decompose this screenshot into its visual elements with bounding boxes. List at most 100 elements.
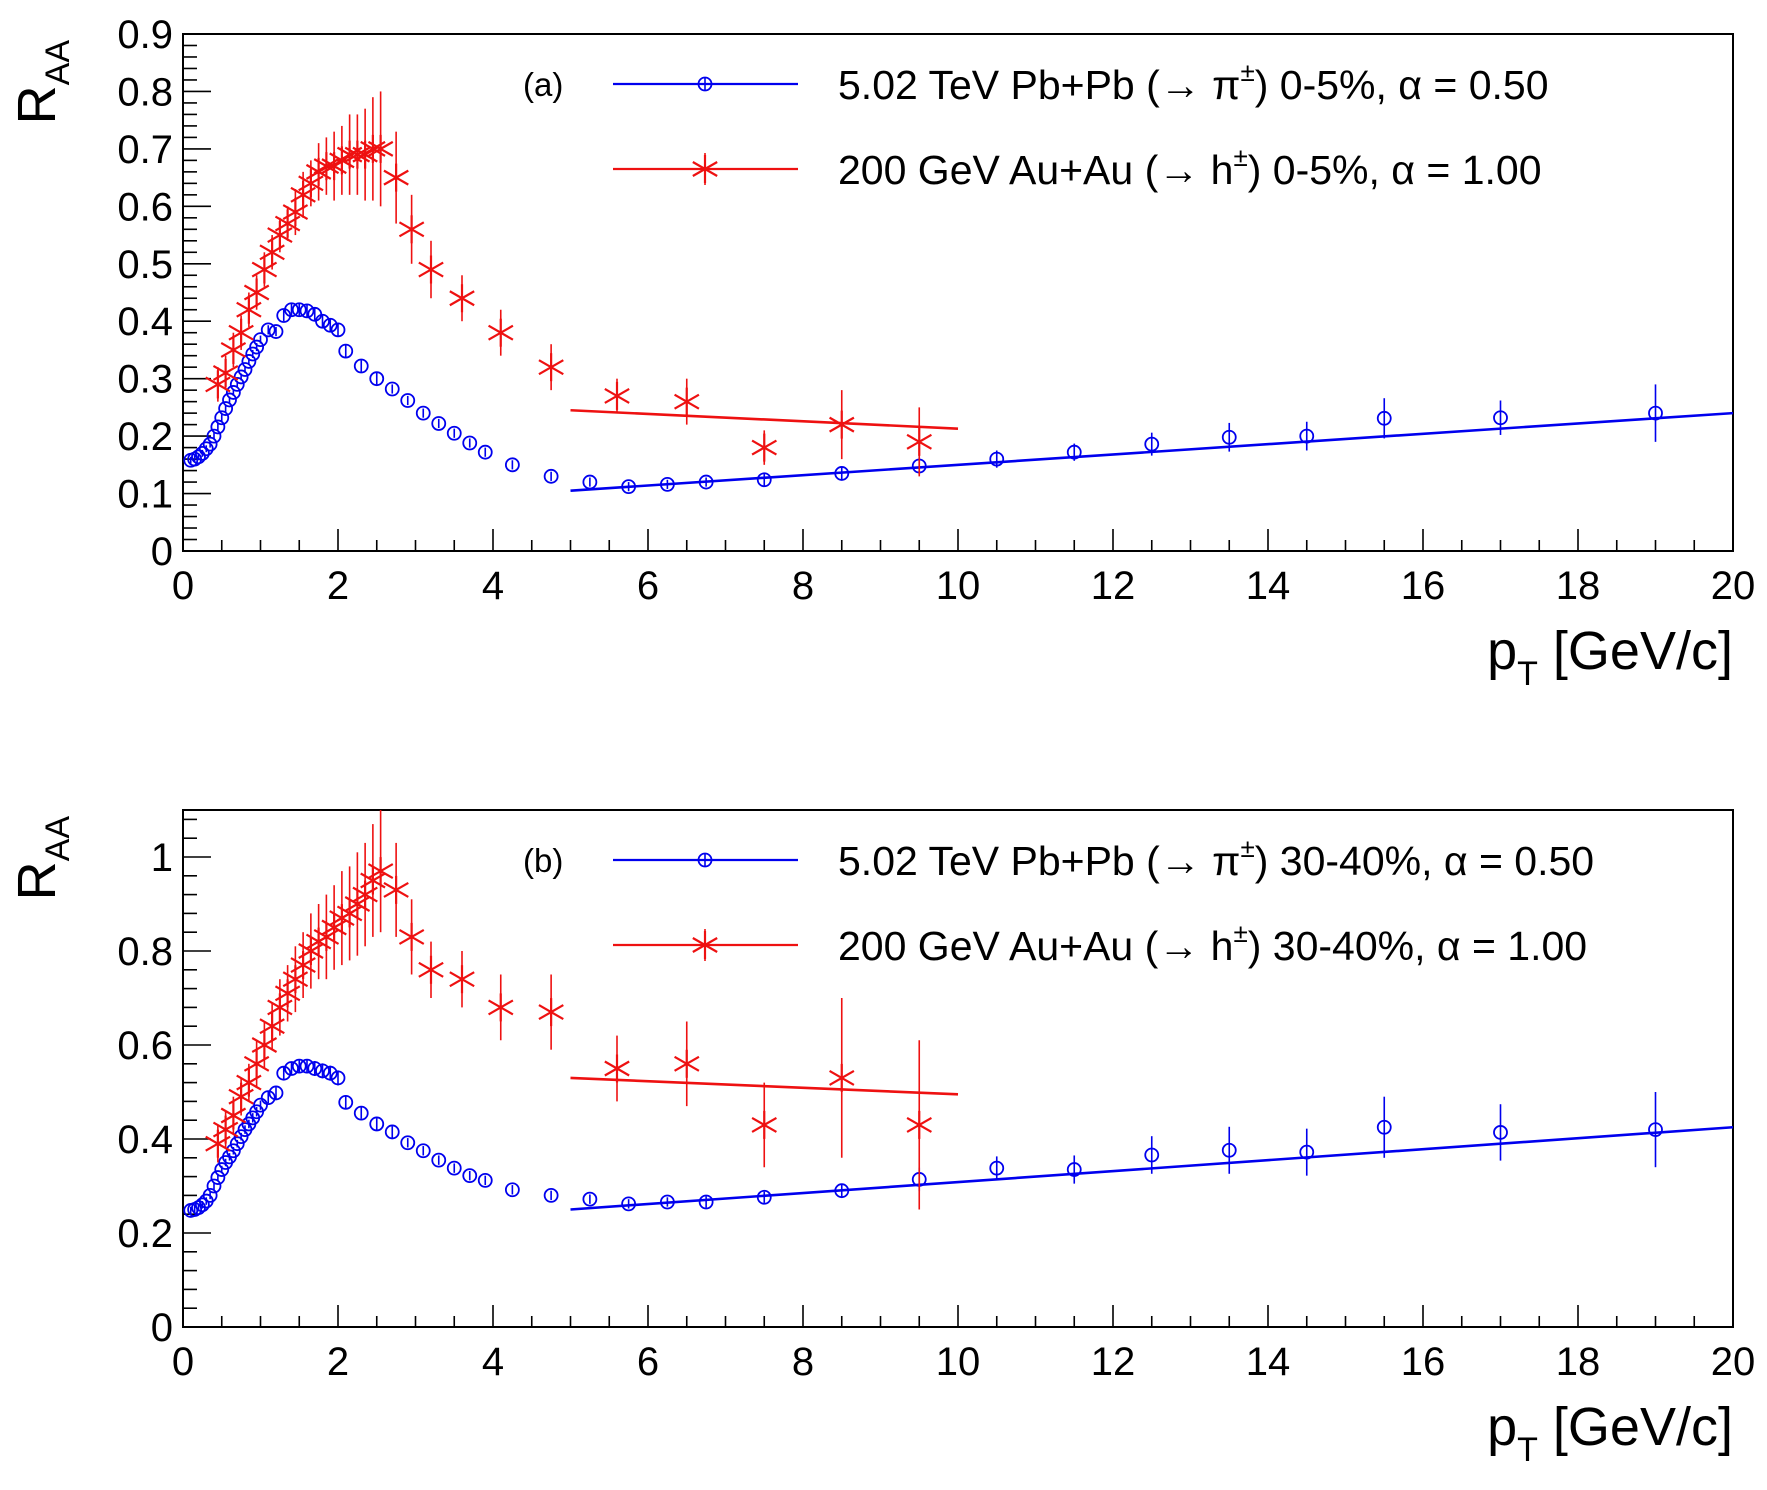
star-marker (383, 163, 409, 192)
data-layer (183, 810, 1733, 1218)
legend-entry: 5.02 TeV Pb+Pb (→ π±) 0-5%, α = 0.50 (613, 57, 1549, 108)
star-marker (212, 358, 239, 387)
star-marker (488, 318, 514, 347)
data-point (621, 1196, 637, 1212)
data-point (751, 1082, 777, 1168)
data-point (284, 1061, 299, 1076)
star-marker (751, 433, 777, 462)
star-marker (367, 134, 394, 163)
data-point (202, 1188, 218, 1203)
y-tick-label: 0.2 (117, 415, 173, 459)
circle-marker (369, 1116, 385, 1132)
data-point (260, 1090, 276, 1106)
circle-marker (543, 468, 559, 484)
data-point (829, 390, 855, 460)
star-marker (383, 875, 409, 904)
y-tick-label: 0.8 (117, 70, 173, 114)
plot-frame (182, 809, 1734, 1328)
x-tick-label: 16 (1401, 1340, 1446, 1384)
star-marker (674, 1049, 700, 1078)
circle-marker (543, 1188, 559, 1203)
circle-marker (299, 303, 315, 319)
circle-marker (1376, 410, 1392, 426)
star-marker (449, 965, 475, 994)
data-point (431, 416, 447, 431)
circle-marker (621, 479, 637, 495)
star-marker (449, 284, 475, 313)
legend-label-prefix: 5.02 TeV Pb+Pb (→ π (838, 62, 1240, 108)
data-point (260, 322, 276, 338)
data-point (751, 430, 777, 465)
data-point (206, 428, 222, 444)
data-point (659, 1194, 675, 1210)
data-point (307, 306, 323, 322)
data-point (1221, 422, 1237, 452)
circle-marker (225, 385, 241, 400)
star-marker (906, 427, 932, 456)
star-marker (829, 410, 855, 439)
data-point (604, 1035, 630, 1102)
data-point (284, 302, 299, 318)
circle-marker (322, 317, 338, 333)
data-point (674, 1021, 700, 1107)
circle-marker (291, 302, 307, 318)
circle-marker (415, 405, 431, 421)
fit-line (570, 408, 959, 430)
star-marker (418, 255, 444, 284)
data-point (462, 435, 478, 451)
data-point (538, 344, 564, 391)
panel-label: (a) (523, 66, 563, 103)
circle-marker (194, 445, 210, 461)
data-point (488, 309, 514, 356)
data-point (989, 450, 1005, 468)
circle-marker (214, 1162, 230, 1177)
y-tick-label: 0.8 (117, 930, 173, 974)
circle-marker (415, 1143, 431, 1159)
legend-label-sup: ± (1240, 57, 1254, 87)
data-point (398, 194, 425, 264)
star-marker (228, 318, 254, 347)
data-point (1066, 443, 1082, 461)
y-tick-label: 0 (151, 1306, 173, 1350)
circle-marker (194, 1197, 210, 1213)
circle-marker (268, 324, 284, 339)
y-axis-label-main: R (7, 861, 67, 900)
x-tick-label: 10 (936, 1340, 981, 1384)
circle-marker (1066, 1162, 1082, 1177)
circle-marker (353, 358, 369, 374)
data-point (756, 1189, 772, 1205)
data-point (253, 1097, 268, 1113)
legend-entry: 200 GeV Au+Au (→ h±) 30-40%, α = 1.00 (613, 918, 1587, 969)
circle-marker (989, 451, 1005, 467)
x-tick-label: 20 (1711, 564, 1756, 608)
circle-marker (462, 1168, 478, 1184)
circle-marker (1299, 428, 1315, 444)
circle-marker (210, 1170, 226, 1185)
series-au-au (205, 810, 959, 1210)
circle-marker (353, 1105, 369, 1121)
data-point (1376, 398, 1392, 439)
data-point (538, 974, 564, 1050)
data-point (367, 91, 394, 207)
data-point (446, 425, 462, 441)
circle-marker (225, 1143, 241, 1159)
circle-marker (477, 444, 493, 460)
legend-label-sup: ± (1233, 142, 1247, 172)
data-point (446, 1160, 462, 1176)
data-point (243, 275, 270, 310)
star-marker (488, 993, 514, 1022)
data-point (1648, 384, 1663, 442)
legend-label-sup: ± (1233, 918, 1247, 948)
data-point (276, 1065, 292, 1081)
data-point (504, 457, 520, 473)
data-point (214, 410, 230, 426)
circle-marker (1221, 429, 1237, 445)
panel-b: 0 2 4 6 8 10 12 14 16 18 20 0 0.2 0.4 0.6 0.8 1 RAA pT [Ge… (7, 809, 1755, 1469)
circle-marker (698, 1194, 714, 1210)
circle-marker (431, 1152, 447, 1168)
circle-marker (446, 425, 462, 441)
circle-marker (222, 392, 237, 408)
data-point (291, 1058, 307, 1074)
data-point (1493, 1104, 1508, 1161)
star-marker (674, 387, 700, 416)
